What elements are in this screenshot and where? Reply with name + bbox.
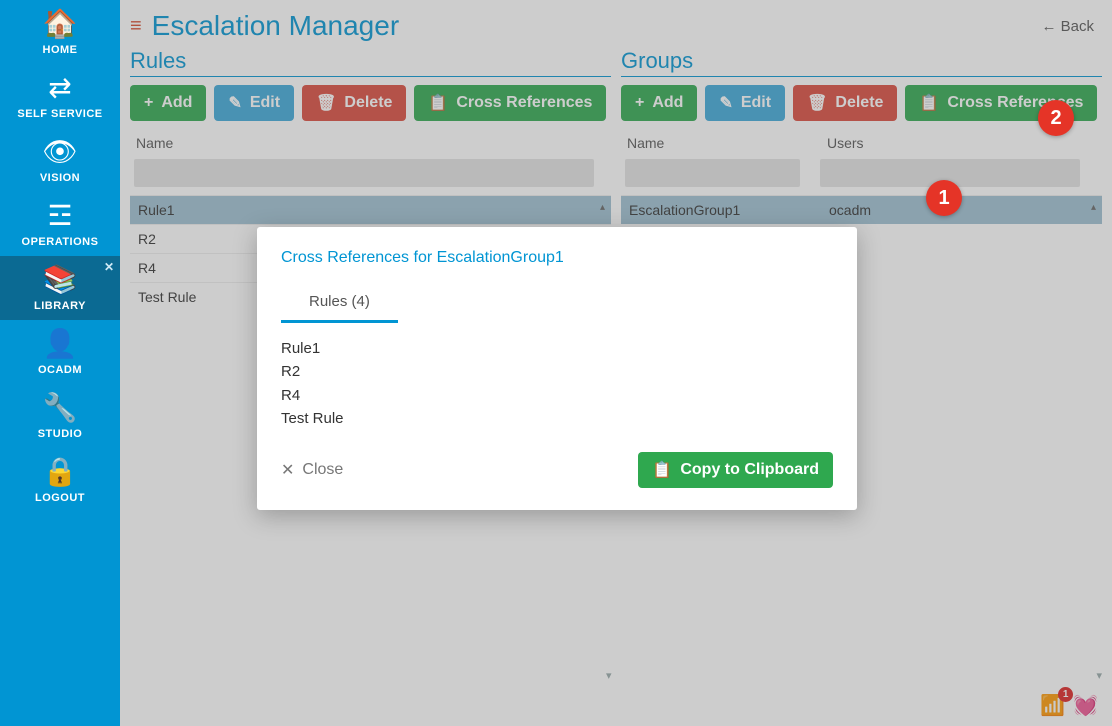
sidebar-item-operations[interactable]: ☲ OPERATIONS	[0, 192, 120, 256]
sidebar-item-label: VISION	[0, 172, 120, 184]
list-icon: ☲	[0, 202, 120, 230]
sidebar-item-library[interactable]: ✕ 📚 LIBRARY	[0, 256, 120, 320]
modal-footer: ✕ Close 📋 Copy to Clipboard	[281, 452, 833, 488]
close-icon: ✕	[281, 460, 294, 480]
modal-list-item: R2	[281, 360, 833, 383]
sidebar-item-logout[interactable]: 🔒 LOGOUT	[0, 448, 120, 512]
sidebar-item-label: LIBRARY	[0, 300, 120, 312]
callout-number: 2	[1050, 107, 1061, 130]
sidebar-item-vision[interactable]: 👁 VISION	[0, 128, 120, 192]
button-label: Copy to Clipboard	[680, 461, 819, 479]
close-label: Close	[302, 461, 343, 479]
sidebar-item-label: STUDIO	[0, 428, 120, 440]
sidebar-item-studio[interactable]: 🔧 STUDIO	[0, 384, 120, 448]
sidebar-item-label: OCADM	[0, 364, 120, 376]
swap-icon: ⇄	[0, 74, 120, 102]
callout-number: 1	[938, 187, 949, 210]
sidebar-item-label: HOME	[0, 44, 120, 56]
clipboard-icon: 📋	[652, 460, 672, 480]
wrench-icon: 🔧	[0, 394, 120, 422]
sidebar: 🏠 HOME ⇄ SELF SERVICE 👁 VISION ☲ OPERATI…	[0, 0, 120, 726]
sidebar-item-label: OPERATIONS	[0, 236, 120, 248]
annotation-callout: 1	[926, 180, 962, 216]
eye-icon: 👁	[0, 138, 120, 166]
lock-icon: 🔒	[0, 458, 120, 486]
modal-rules-list: Rule1 R2 R4 Test Rule	[281, 337, 833, 430]
modal-title: Cross References for EscalationGroup1	[281, 249, 833, 267]
annotation-callout: 2	[1038, 100, 1074, 136]
sidebar-item-label: LOGOUT	[0, 492, 120, 504]
copy-to-clipboard-button[interactable]: 📋 Copy to Clipboard	[638, 452, 833, 488]
modal-list-item: Test Rule	[281, 407, 833, 430]
sidebar-item-self-service[interactable]: ⇄ SELF SERVICE	[0, 64, 120, 128]
modal-close-button[interactable]: ✕ Close	[281, 460, 343, 480]
modal-tab-rules[interactable]: Rules (4)	[281, 287, 398, 323]
cross-references-modal: Cross References for EscalationGroup1 Ru…	[257, 227, 857, 510]
sidebar-item-ocadm[interactable]: 👤 OCADM	[0, 320, 120, 384]
user-icon: 👤	[0, 330, 120, 358]
home-icon: 🏠	[0, 10, 120, 38]
sidebar-item-home[interactable]: 🏠 HOME	[0, 0, 120, 64]
modal-list-item: Rule1	[281, 337, 833, 360]
sidebar-item-label: SELF SERVICE	[0, 108, 120, 120]
library-icon: 📚	[0, 266, 120, 294]
close-icon[interactable]: ✕	[104, 260, 114, 274]
modal-list-item: R4	[281, 384, 833, 407]
